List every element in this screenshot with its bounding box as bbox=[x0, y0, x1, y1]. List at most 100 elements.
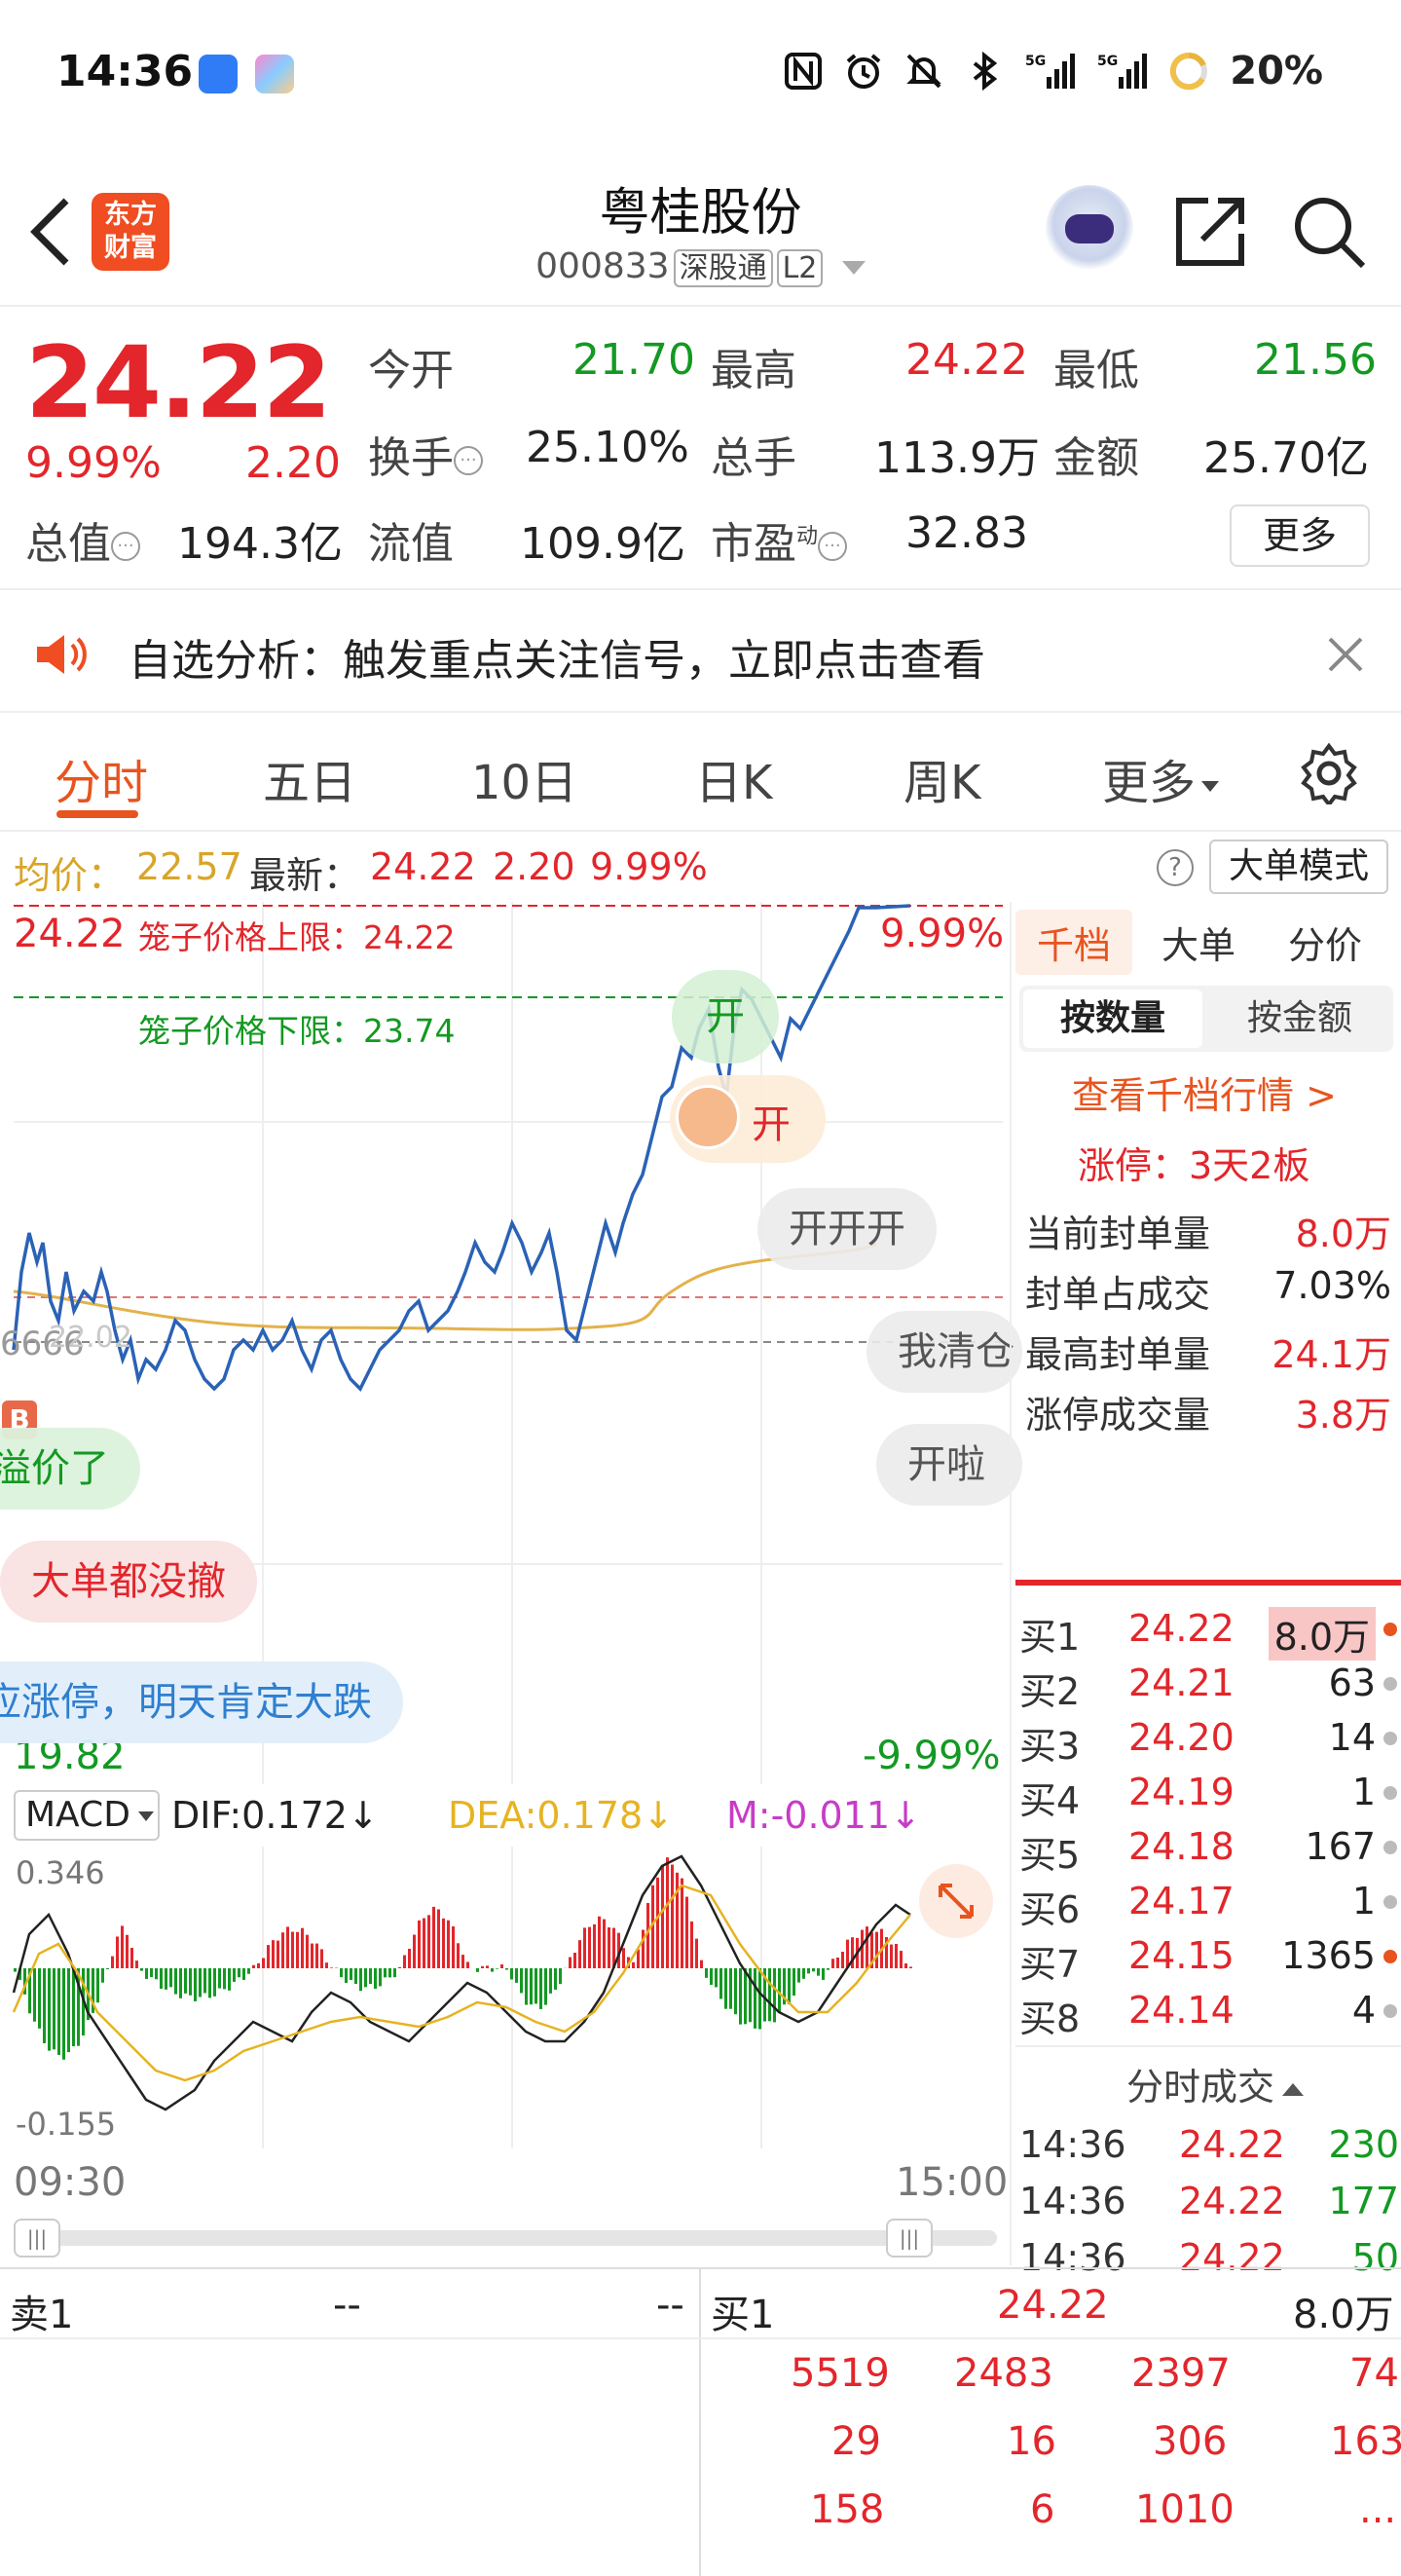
comment-bubble[interactable]: 我清仓 bbox=[866, 1311, 1022, 1393]
macd-histogram-bar bbox=[846, 1939, 849, 1968]
tab-five-day[interactable]: 五日 bbox=[263, 756, 357, 810]
range-slider-right-handle[interactable]: ||| bbox=[886, 2219, 933, 2258]
tab-intraday[interactable]: 分时 bbox=[55, 756, 149, 810]
macd-histogram-bar bbox=[749, 1968, 752, 2023]
bid-row[interactable]: 买8 24.14 4 bbox=[1015, 1981, 1401, 2040]
bid-row[interactable]: 买6 24.17 1 bbox=[1015, 1872, 1401, 1931]
macd-histogram-bar bbox=[710, 1968, 713, 1985]
expand-icon[interactable] bbox=[919, 1864, 993, 1938]
notice-text[interactable]: 自选分析：触发重点关注信号，立即点击查看 bbox=[129, 636, 985, 686]
tab-weekly-k[interactable]: 周K bbox=[903, 756, 981, 810]
dropdown-icon bbox=[137, 1811, 154, 1821]
open-badge-green[interactable]: 开 bbox=[672, 970, 779, 1064]
comment-bubble[interactable]: 开开开 bbox=[757, 1188, 937, 1270]
latest-label: 最新： bbox=[249, 854, 361, 897]
view-depth-link[interactable]: 查看千档行情 > bbox=[1072, 1074, 1337, 1117]
close-icon[interactable] bbox=[1324, 633, 1367, 676]
bid-row[interactable]: 买5 24.18 167 bbox=[1015, 1817, 1401, 1877]
app-logo[interactable]: 东方 财富 bbox=[92, 193, 169, 271]
macd-histogram-bar bbox=[676, 1872, 679, 1968]
more-quote-button[interactable]: 更多 bbox=[1230, 504, 1370, 567]
assistant-robot-icon[interactable] bbox=[1046, 185, 1133, 273]
tab-more[interactable]: 更多 bbox=[1102, 744, 1220, 812]
subtab-depth[interactable]: 千档 bbox=[1015, 910, 1133, 975]
macd-histogram-bar bbox=[384, 1968, 387, 1978]
alarm-icon bbox=[846, 54, 881, 89]
macd-histogram-bar bbox=[603, 1919, 606, 1968]
notice-bar[interactable]: 自选分析：触发重点关注信号，立即点击查看 bbox=[0, 590, 1401, 713]
intraday-chart[interactable]: 24.22 笼子价格上限：24.22 笼子价格下限：23.74 9.99% 66… bbox=[0, 902, 1022, 1784]
macd-histogram-bar bbox=[38, 1968, 41, 2029]
by-quantity-button[interactable]: 按数量 bbox=[1023, 989, 1202, 1048]
feishu-icon bbox=[199, 55, 238, 93]
bid-row[interactable]: 买1 24.22 8.0万 bbox=[1015, 1599, 1401, 1661]
macd-histogram-bar bbox=[481, 1965, 484, 1968]
indicator-select[interactable]: MACD bbox=[14, 1790, 160, 1841]
macd-histogram-bar bbox=[890, 1944, 893, 1968]
low-label: 最低 bbox=[1053, 346, 1139, 395]
share-icon[interactable] bbox=[1173, 195, 1247, 269]
sell1-label: 卖1 bbox=[10, 2293, 74, 2337]
dropdown-icon[interactable] bbox=[841, 261, 866, 275]
macd-histogram-bar bbox=[593, 1923, 596, 1968]
signal-5g-icon: 5G bbox=[1025, 54, 1076, 89]
pe-label[interactable]: 市盈动 ··· bbox=[711, 508, 848, 571]
comment-bubble[interactable]: 大单都没撤 bbox=[0, 1541, 257, 1623]
bid-row[interactable]: 买2 24.21 63 bbox=[1015, 1654, 1401, 1713]
macd-histogram-bar bbox=[247, 1968, 250, 1974]
macd-histogram-bar bbox=[374, 1968, 377, 1989]
search-icon[interactable] bbox=[1290, 193, 1368, 271]
info-icon[interactable]: ··· bbox=[454, 446, 483, 475]
active-tab-indicator bbox=[56, 810, 138, 818]
macd-histogram-bar bbox=[72, 1968, 75, 2047]
help-icon[interactable]: ? bbox=[1157, 849, 1194, 886]
mcap-label[interactable]: 总值 ··· bbox=[25, 508, 140, 571]
comment-bubble[interactable]: 应涨停，明天肯定大跌 bbox=[0, 1661, 403, 1743]
tab-daily-k[interactable]: 日K bbox=[695, 756, 773, 810]
tab-ten-day[interactable]: 10日 bbox=[471, 756, 578, 810]
macd-histogram-bar bbox=[588, 1926, 591, 1968]
by-amount-button[interactable]: 按金额 bbox=[1246, 998, 1352, 1038]
status-bar: 14:36 5G 5G 20% bbox=[0, 0, 1401, 146]
macd-histogram-bar bbox=[530, 1968, 533, 2005]
time-axis: 09:30 15:00 ||| ||| bbox=[0, 2148, 1008, 2265]
macd-histogram-bar bbox=[768, 1968, 771, 2022]
range-slider-left-handle[interactable]: ||| bbox=[14, 2219, 60, 2258]
chart-tabs: 分时 五日 10日 日K 周K 更多 bbox=[0, 715, 1401, 832]
subtab-price-dist[interactable]: 分价 bbox=[1288, 924, 1363, 967]
high-value: 24.22 bbox=[905, 335, 1028, 385]
status-time: 14:36 bbox=[56, 47, 194, 96]
subtab-big-order[interactable]: 大单 bbox=[1161, 924, 1236, 967]
macd-histogram-bar bbox=[223, 1968, 226, 1990]
macd-histogram-bar bbox=[18, 1968, 21, 1980]
stat-row: 当前封单量 8.0万 bbox=[1025, 1213, 1391, 1255]
macd-histogram-bar bbox=[437, 1909, 440, 1968]
comment-bubble[interactable]: 开啦 bbox=[876, 1424, 1022, 1506]
comment-bubble[interactable]: 溢价了 bbox=[0, 1428, 140, 1510]
big-order-mode-button[interactable]: 大单模式 bbox=[1209, 840, 1388, 894]
macd-dea: DEA:0.178↓ bbox=[448, 1794, 675, 1837]
macd-histogram-bar bbox=[208, 1968, 211, 1998]
macd-histogram-bar bbox=[126, 1934, 129, 1968]
bid-row[interactable]: 买3 24.20 14 bbox=[1015, 1708, 1401, 1768]
macd-histogram-bar bbox=[393, 1968, 396, 1978]
macd-histogram-bar bbox=[904, 1963, 907, 1968]
open-badge-orange[interactable]: 开 bbox=[670, 1075, 826, 1163]
bid-row[interactable]: 买4 24.19 1 bbox=[1015, 1763, 1401, 1822]
bid-row[interactable]: 买7 24.15 1365 bbox=[1015, 1926, 1401, 1986]
macd-chart[interactable]: 0.346 -0.155 bbox=[0, 1847, 1008, 2148]
buy1-price: 24.22 bbox=[997, 2283, 1109, 2328]
info-icon[interactable]: ··· bbox=[111, 532, 140, 561]
range-slider-track[interactable] bbox=[14, 2230, 997, 2246]
info-icon[interactable]: ··· bbox=[818, 532, 848, 561]
battery-icon bbox=[1170, 52, 1208, 91]
back-icon[interactable] bbox=[27, 193, 74, 271]
trades-title[interactable]: 分时成交 bbox=[1126, 2057, 1305, 2110]
gear-icon[interactable] bbox=[1298, 742, 1360, 804]
stock-code-row[interactable]: 000833 深股通 L2 bbox=[0, 243, 1401, 287]
turnover-label[interactable]: 换手 ··· bbox=[368, 423, 483, 485]
macd-histogram-bar bbox=[379, 1968, 382, 1987]
macd-histogram-bar bbox=[427, 1915, 430, 1968]
macd-histogram-bar bbox=[447, 1920, 450, 1968]
mute-icon bbox=[906, 54, 942, 89]
